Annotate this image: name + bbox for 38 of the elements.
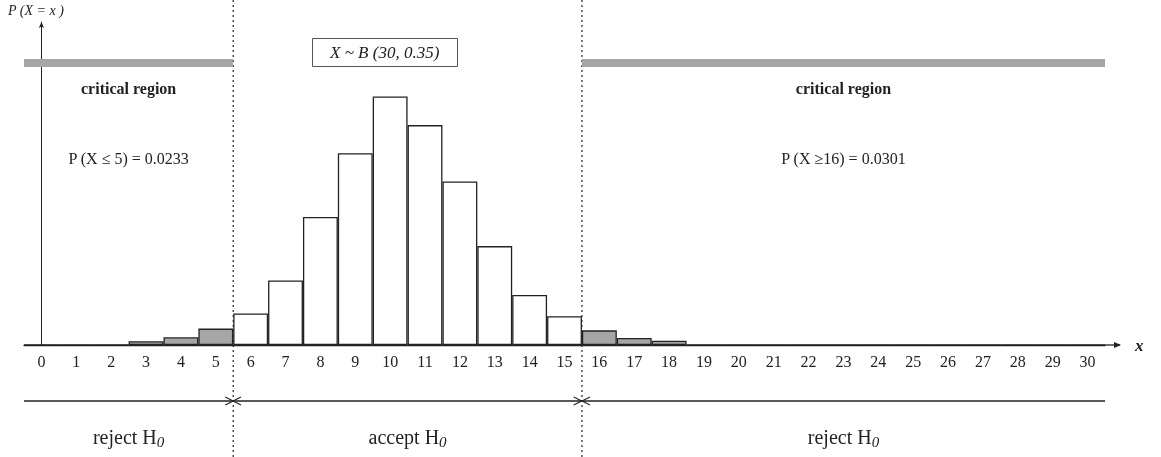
x-tick-label: 10 <box>382 352 399 370</box>
x-tick-label: 9 <box>351 352 360 370</box>
x-tick-label: 18 <box>661 352 678 370</box>
x-tick-label: 3 <box>142 352 151 370</box>
x-tick-label: 13 <box>486 352 503 370</box>
x-tick-label: 16 <box>591 352 608 370</box>
x-tick-label: 26 <box>940 352 957 370</box>
x-tick-label: 28 <box>1009 352 1026 370</box>
x-tick-label: 1 <box>72 352 81 370</box>
x-tick-label: 19 <box>695 352 712 370</box>
x-tick-label: 14 <box>521 352 538 370</box>
x-tick-label: 25 <box>905 352 922 370</box>
x-tick-label: 12 <box>451 352 468 370</box>
x-tick-label: 8 <box>316 352 325 370</box>
x-tick-label: 23 <box>835 352 852 370</box>
x-tick-label: 0 <box>37 352 46 370</box>
x-tick-label: 27 <box>974 352 991 370</box>
x-tick-label: 24 <box>870 352 887 370</box>
x-tick-label: 30 <box>1079 352 1096 370</box>
text: critical region <box>81 79 177 98</box>
chart-title: X ~ B (30, 0.35) <box>329 43 440 62</box>
x-tick-label: 29 <box>1044 352 1061 370</box>
x-tick-label: 15 <box>556 352 573 370</box>
x-tick-label: 22 <box>800 352 817 370</box>
text: P (X = x ) <box>7 2 65 19</box>
x-tick-label: 7 <box>281 352 290 370</box>
x-axis-title: x <box>1134 335 1144 355</box>
x-tick-label: 2 <box>107 352 116 370</box>
x-tick-label: 11 <box>417 352 433 370</box>
x-tick-label: 20 <box>730 352 747 370</box>
annotation: P (X ≥16) = 0.0301 <box>781 149 906 168</box>
x-tick-label: 4 <box>176 352 185 370</box>
x-tick-label: 6 <box>246 352 255 370</box>
x-tick-label: 5 <box>211 352 220 370</box>
x-tick-label: 21 <box>765 352 782 370</box>
annotation: P (X ≤ 5) = 0.0233 <box>68 149 189 168</box>
x-tick-label: 17 <box>626 352 643 370</box>
text: critical region <box>795 79 892 98</box>
